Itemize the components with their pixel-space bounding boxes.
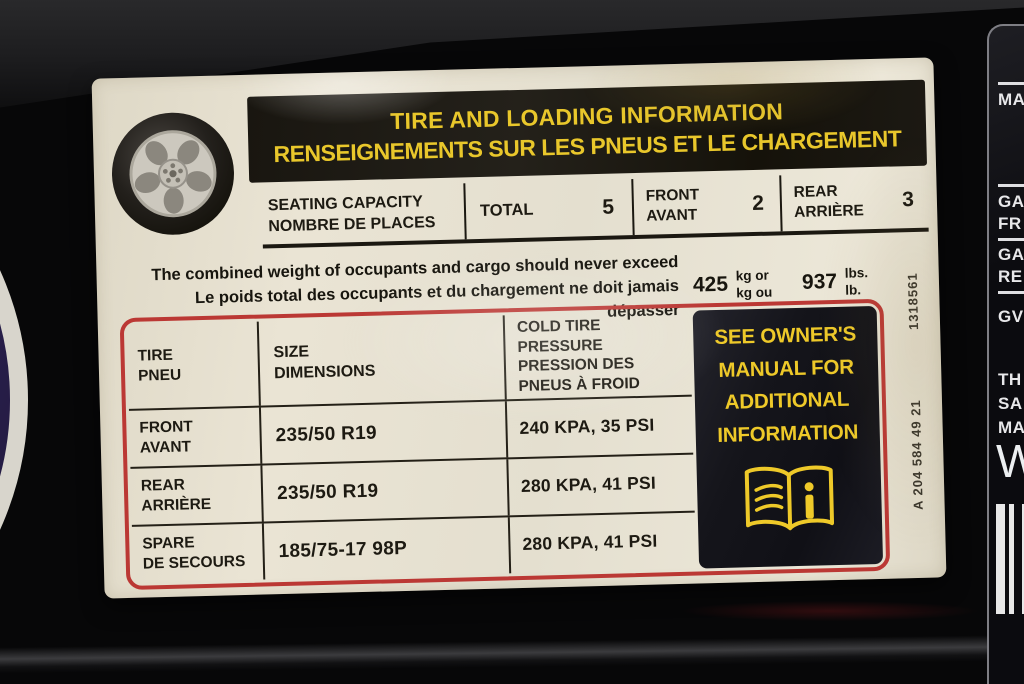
- seating-rear-cell: REAR ARRIÈRE 3: [793, 182, 915, 221]
- weight-lb-value: 937: [801, 269, 838, 294]
- seating-total-value: 5: [601, 195, 615, 219]
- placard-title-banner: TIRE AND LOADING INFORMATION RENSEIGNEME…: [247, 79, 928, 183]
- car-wheel-icon: [108, 109, 237, 238]
- label-part-number: A 204 584 49 21: [907, 399, 926, 511]
- weight-kg-value: 425: [692, 272, 729, 297]
- side-label-fragment: MA: [998, 418, 1024, 437]
- divider: [998, 82, 1024, 85]
- table-header-row: TIRE PNEU SIZE DIMENSIONS COLD TIRE PRES…: [126, 311, 692, 409]
- seating-total-cell: TOTAL 5: [465, 179, 635, 240]
- label-print-code: 1318561: [904, 272, 922, 331]
- side-label-fragment: SA: [998, 394, 1023, 413]
- seating-rear-value: 3: [901, 187, 915, 212]
- tire-loading-placard: TIRE AND LOADING INFORMATION RENSEIGNEME…: [91, 57, 947, 599]
- title-fr: RENSEIGNEMENTS SUR LES PNEUS ET LE CHARG…: [273, 124, 902, 167]
- seating-capacity-row: SEATING CAPACITY NOMBRE DE PLACES TOTAL …: [261, 171, 929, 249]
- barcode: [996, 504, 1024, 614]
- side-label-fragment: GA: [998, 245, 1024, 264]
- seating-front-value: 2: [751, 191, 765, 216]
- col-header-tire: TIRE PNEU: [126, 321, 261, 409]
- side-label-vin-fragment: W: [996, 435, 1024, 487]
- tire-pressure-table: TIRE PNEU SIZE DIMENSIONS COLD TIRE PRES…: [119, 298, 891, 591]
- tire-pressure-grid: TIRE PNEU SIZE DIMENSIONS COLD TIRE PRES…: [126, 311, 697, 583]
- round-sticker-partial: [0, 85, 28, 684]
- weight-kg-units: kg or kg ou: [735, 267, 773, 301]
- seating-capacity-label: SEATING CAPACITY NOMBRE DE PLACES: [261, 183, 467, 245]
- side-label-fragment: TH: [998, 370, 1022, 389]
- open-book-info-icon: [736, 461, 842, 545]
- col-header-pressure: COLD TIRE PRESSURE PRESSION DES PNEUS À …: [516, 316, 641, 395]
- divider: [998, 238, 1024, 241]
- divider: [998, 184, 1024, 187]
- side-label-fragment: GA: [998, 192, 1024, 211]
- divider: [998, 291, 1024, 294]
- side-label-fragment: MA: [998, 90, 1024, 109]
- side-label-fragment: GV: [998, 307, 1024, 326]
- side-label-fragment: RE: [998, 267, 1023, 286]
- door-sill-highlight: [0, 634, 1024, 674]
- red-reflection: [640, 598, 1020, 624]
- seating-front-cell: FRONT AVANT 2: [633, 175, 783, 236]
- owner-manual-box: SEE OWNER'S MANUAL FOR ADDITIONAL INFORM…: [692, 305, 884, 569]
- col-header-size: SIZE DIMENSIONS: [258, 315, 507, 406]
- weight-lb-units: lbs. lb.: [844, 265, 869, 298]
- vehicle-data-label-partial: MA GA FR GA RE GV TH SA MA W: [987, 24, 1024, 684]
- side-label-fragment: FR: [998, 214, 1022, 233]
